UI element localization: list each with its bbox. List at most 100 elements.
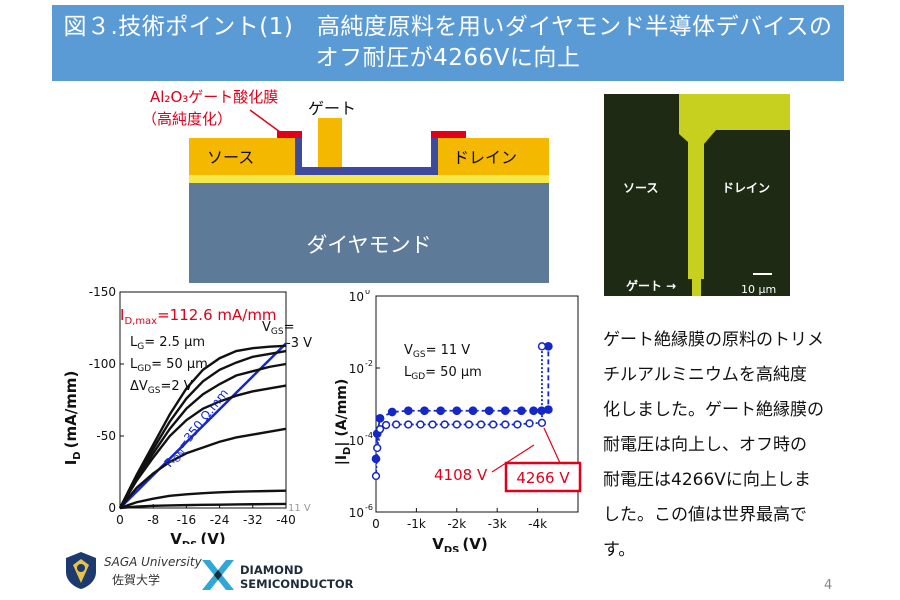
- vgs-bottom-label: 11 V: [288, 503, 311, 514]
- iv-curve: [119, 489, 287, 510]
- bd-point-open: [416, 420, 425, 429]
- bd-x-tick-label: 0: [372, 517, 380, 531]
- bd-point-open: [489, 420, 498, 429]
- iv-axes-frame: [119, 291, 287, 509]
- bd-point-open: [464, 420, 474, 429]
- bd-ylabel-unit: | (A/mm): [334, 379, 350, 447]
- lg-annotation: LG= 2.5 μm: [130, 335, 205, 352]
- description-line: チルアルミニウムを高純度: [603, 365, 807, 385]
- gate-finger: [692, 99, 701, 296]
- micrograph-gate-label: ゲート →: [626, 278, 676, 293]
- lgd-annotation: LGD= 50 μm: [130, 357, 208, 374]
- source-label: ソース: [207, 148, 254, 167]
- substrate-label: ダイヤモンド: [306, 233, 431, 257]
- iv-x-tick-label: -32: [243, 513, 263, 527]
- iv-ylabel-sub: D: [72, 451, 83, 459]
- bd-lgd-value: = 50 μm: [425, 365, 482, 380]
- diamond-semiconductor-wordmark: DIAMOND SEMICONDUCTOR: [240, 563, 354, 591]
- bd-vgs-main: V: [404, 343, 413, 358]
- iv-x-tick-label: -8: [147, 513, 159, 527]
- bd-point-filled: [375, 413, 385, 423]
- description-line: した。この値は世界最高で: [603, 505, 807, 525]
- bd-xlabel-main: V: [432, 535, 444, 552]
- micrograph-drain-label: ドレイン: [722, 181, 770, 195]
- bd-point-open: [537, 342, 547, 351]
- idmax-sub: D,max: [124, 316, 157, 327]
- bd-y-tick-exponent: 0: [365, 290, 370, 296]
- bd-lgd-main: L: [404, 365, 412, 380]
- bd-y-tick-label: 10: [349, 290, 364, 304]
- description-text: ゲート絶縁膜の原料のトリメ チルアルミニウムを高純度 化しました。ゲート絶縁膜の…: [603, 323, 851, 568]
- gate-electrode: [318, 118, 342, 167]
- idmax-value: =112.6 mA/mm: [157, 306, 276, 324]
- saga-university-en: SAGA University: [104, 555, 202, 569]
- bd-point-open: [373, 443, 382, 453]
- bd-axes-frame: [375, 295, 579, 513]
- dvgs-annotation: ΔVGS=2 V: [130, 379, 193, 396]
- bd-point-open: [452, 420, 461, 429]
- oxide-interface: [295, 138, 438, 175]
- scale-label: 10 μm: [741, 283, 776, 296]
- title-line-1: 図３.技術ポイント(1) 高純度原料を用いダイヤモンド半導体デバイスの: [63, 14, 833, 40]
- bd-point-filled: [436, 406, 445, 416]
- bd-ylabel-main: |I: [334, 455, 350, 465]
- bd-point-filled: [468, 406, 478, 416]
- bd-curve-filled: [375, 346, 550, 459]
- iv-chart: 0 -8 -16 -24 -32 -400-50-100-150 ID,max=112.6…: [62, 286, 312, 544]
- saga-university-ja: 佐賀大学: [112, 573, 161, 587]
- bd-ylabel-sub: D: [342, 447, 353, 455]
- oxide-label-line2: （高純度化）: [142, 110, 232, 128]
- title-line-2: オフ耐圧が4266Vに向上: [315, 45, 581, 71]
- bd-point-open: [525, 419, 534, 428]
- iv-ylabel: ID (mA/mm): [62, 371, 83, 466]
- vgs-sub: GS: [271, 327, 284, 337]
- bd-xlabel-unit: (V): [462, 535, 487, 552]
- bd-vgs-sub: GS: [413, 350, 426, 360]
- bd-ylabel: |ID| (A/mm): [334, 379, 353, 466]
- vgs-equals: =: [284, 320, 295, 335]
- bd-point-open: [371, 471, 381, 481]
- bd-lgd-sub: GD: [411, 372, 425, 382]
- iv-xlabel: VDS(V): [170, 530, 225, 544]
- bd-4266-label: 4266 V: [516, 469, 570, 487]
- dvgs-sub: GS: [148, 386, 161, 396]
- ron-value: =350 Ω.mm: [175, 386, 231, 452]
- ds-line-1: DIAMOND: [240, 563, 304, 577]
- iv-y-tick-label: 0: [108, 501, 116, 515]
- micrograph-source-label: ソース: [623, 181, 658, 195]
- bd-point-open: [404, 420, 413, 429]
- bd-4266-pointer: [543, 427, 561, 464]
- bd-point-filled: [517, 406, 526, 416]
- bd-point-open: [440, 420, 449, 429]
- vgs-main: V: [262, 320, 271, 335]
- oxide-pointer: [249, 109, 281, 133]
- bd-4266-box: [504, 461, 582, 493]
- bd-y-tick-label: 10: [349, 434, 364, 448]
- bd-x-tick-label: -3k: [488, 517, 507, 531]
- device-cross-section: Al₂O₃ゲート酸化膜 （高純度化） ゲート ソース ドレイン ダイヤモンド: [142, 88, 549, 283]
- diamond-substrate: [189, 183, 549, 283]
- iv-curve: [118, 349, 287, 509]
- lgd-main: L: [130, 357, 138, 372]
- bd-point-filled: [484, 406, 494, 416]
- idmax-main: I: [120, 306, 124, 324]
- ds-line-2: SEMICONDUCTOR: [240, 577, 354, 591]
- bd-xlabel-sub: DS: [444, 545, 460, 552]
- bd-point-filled: [529, 406, 538, 416]
- source-electrode: [189, 138, 297, 175]
- bd-xlabel: VDS (V): [432, 535, 487, 552]
- bd-point-open: [501, 420, 510, 429]
- drain-electrode: [436, 138, 549, 175]
- vgs-annotation: VGS=: [262, 320, 295, 337]
- bd-point-open: [392, 420, 401, 429]
- description-line: 耐電圧は4266Vに向上しま: [603, 470, 811, 490]
- description-line: す。: [603, 540, 636, 560]
- lg-sub: G: [137, 342, 144, 352]
- iv-x-tick-label: 0: [116, 513, 124, 527]
- bd-vgs-value: = 11 V: [426, 343, 471, 358]
- iv-x-tick-label: -16: [177, 513, 197, 527]
- bd-point-open: [537, 418, 547, 427]
- bd-point-filled: [500, 406, 510, 416]
